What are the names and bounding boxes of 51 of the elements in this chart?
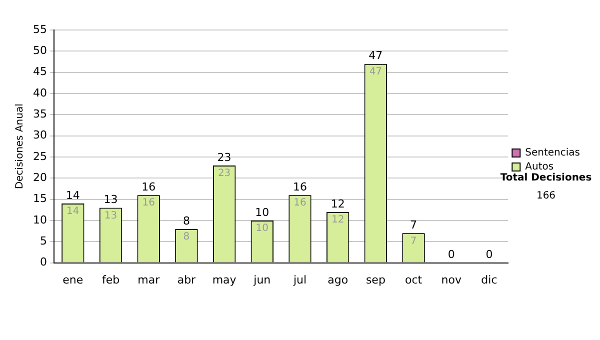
annotation: Total Decisiones xyxy=(500,172,592,184)
total-label: 10 xyxy=(255,206,270,219)
x-tick-label: ene xyxy=(62,273,84,286)
y-tick-label: 5 xyxy=(40,234,47,248)
y-tick-label: 50 xyxy=(32,44,47,58)
y-tick-label: 55 xyxy=(32,22,47,36)
y-tick-label: 45 xyxy=(32,65,47,78)
y-tick-label: 30 xyxy=(32,128,47,142)
data-label: 7 xyxy=(410,236,417,247)
legend-label: Sentencias xyxy=(525,148,580,159)
y-tick-label: 25 xyxy=(32,150,47,163)
y-tick-label: 20 xyxy=(32,171,47,184)
data-label: 8 xyxy=(183,232,190,243)
x-tick-label: ago xyxy=(328,273,348,286)
total-label: 7 xyxy=(410,218,418,232)
total-label: 23 xyxy=(217,150,232,164)
total-label: 14 xyxy=(66,188,80,202)
x-tick-label: sep xyxy=(366,273,386,286)
text: 166 xyxy=(536,190,556,202)
y-tick-label: 0 xyxy=(40,256,47,269)
x-tick-label: may xyxy=(212,273,237,286)
data-label: 14 xyxy=(66,206,80,218)
x-tick-label: feb xyxy=(102,273,120,286)
y-axis-title: Decisiones Anual xyxy=(14,104,26,190)
y-tick-label: 35 xyxy=(32,108,47,121)
x-tick-label: nov xyxy=(441,273,462,286)
x-tick-label: abr xyxy=(177,273,196,286)
data-label: 13 xyxy=(104,210,118,222)
x-tick-label: oct xyxy=(404,273,423,286)
data-label: 16 xyxy=(142,198,155,209)
total-label: 16 xyxy=(292,180,307,194)
x-tick-label: mar xyxy=(138,273,160,286)
total-label: 47 xyxy=(368,49,383,62)
data-label: 16 xyxy=(294,198,306,209)
data-label: 12 xyxy=(331,214,344,226)
legend-label: Autos xyxy=(525,162,554,173)
data-label: 47 xyxy=(369,66,382,78)
total-label: 8 xyxy=(182,214,190,228)
y-tick-label: 40 xyxy=(32,86,47,100)
total-label: 0 xyxy=(448,248,455,262)
y-tick-label: 10 xyxy=(32,213,47,226)
x-tick-label: jun xyxy=(252,273,271,286)
total-label: 12 xyxy=(330,197,345,210)
total-label: 13 xyxy=(104,193,118,206)
y-tick-label: 15 xyxy=(32,192,47,206)
total-label: 16 xyxy=(142,180,156,194)
x-tick-label: dic xyxy=(481,273,498,286)
total-label: 0 xyxy=(486,248,493,262)
data-label: 10 xyxy=(256,223,269,234)
x-tick-label: jul xyxy=(292,273,307,286)
data-label: 23 xyxy=(218,168,231,180)
